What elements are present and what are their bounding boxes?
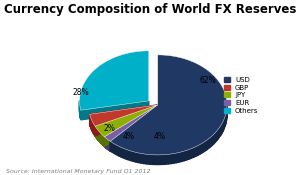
Polygon shape [186,150,189,160]
Polygon shape [123,148,126,159]
Polygon shape [121,147,123,158]
Polygon shape [104,105,158,146]
Polygon shape [152,155,154,164]
Text: 4%: 4% [154,132,166,141]
Polygon shape [128,150,131,161]
Polygon shape [114,144,117,155]
Polygon shape [200,143,202,154]
Polygon shape [136,152,138,163]
Polygon shape [117,145,119,156]
Polygon shape [138,153,141,163]
Polygon shape [189,149,191,159]
Polygon shape [80,51,149,110]
Polygon shape [165,154,168,164]
Polygon shape [202,142,205,153]
Polygon shape [133,152,136,162]
Polygon shape [208,138,210,149]
Polygon shape [191,148,194,158]
Polygon shape [220,124,222,136]
Polygon shape [81,101,149,120]
Polygon shape [225,115,226,126]
Polygon shape [104,105,158,141]
Polygon shape [168,154,171,164]
Text: 2%: 2% [104,124,116,134]
Polygon shape [104,105,158,146]
Legend: USD, GBP, JPY, EUR, Others: USD, GBP, JPY, EUR, Others [221,74,261,117]
Polygon shape [141,153,144,163]
Text: 62%: 62% [199,76,216,85]
Polygon shape [160,155,163,164]
Polygon shape [110,105,158,151]
Polygon shape [157,155,160,164]
Polygon shape [212,134,214,146]
Polygon shape [222,122,223,134]
Polygon shape [196,145,198,156]
Text: Source: International Monetary Fund Q1 2012: Source: International Monetary Fund Q1 2… [6,169,151,174]
Polygon shape [95,105,158,136]
Polygon shape [110,105,158,151]
Polygon shape [146,154,149,164]
Polygon shape [224,117,225,128]
Polygon shape [184,150,186,161]
Polygon shape [119,146,121,157]
Polygon shape [179,152,181,162]
Polygon shape [144,154,146,164]
Polygon shape [173,153,176,163]
Polygon shape [206,139,208,150]
Polygon shape [215,131,217,142]
Polygon shape [218,128,219,139]
Polygon shape [181,151,184,162]
Polygon shape [110,55,227,155]
Polygon shape [90,105,158,126]
Polygon shape [110,141,112,152]
Polygon shape [126,149,128,160]
Polygon shape [95,105,158,136]
Polygon shape [163,155,165,164]
Polygon shape [219,126,220,137]
Polygon shape [112,143,114,153]
Polygon shape [210,136,212,147]
Polygon shape [131,151,133,161]
Polygon shape [171,154,173,164]
Polygon shape [214,133,215,144]
Text: 28%: 28% [72,88,89,97]
Polygon shape [205,140,206,151]
Polygon shape [90,105,158,124]
Title: Currency Composition of World FX Reserves: Currency Composition of World FX Reserve… [4,3,296,16]
Polygon shape [198,144,200,155]
Polygon shape [176,153,179,163]
Polygon shape [194,147,196,157]
Polygon shape [95,105,158,137]
Text: 4%: 4% [123,132,135,141]
Polygon shape [154,155,157,164]
Polygon shape [217,130,218,141]
Polygon shape [149,155,152,164]
Polygon shape [223,121,224,132]
